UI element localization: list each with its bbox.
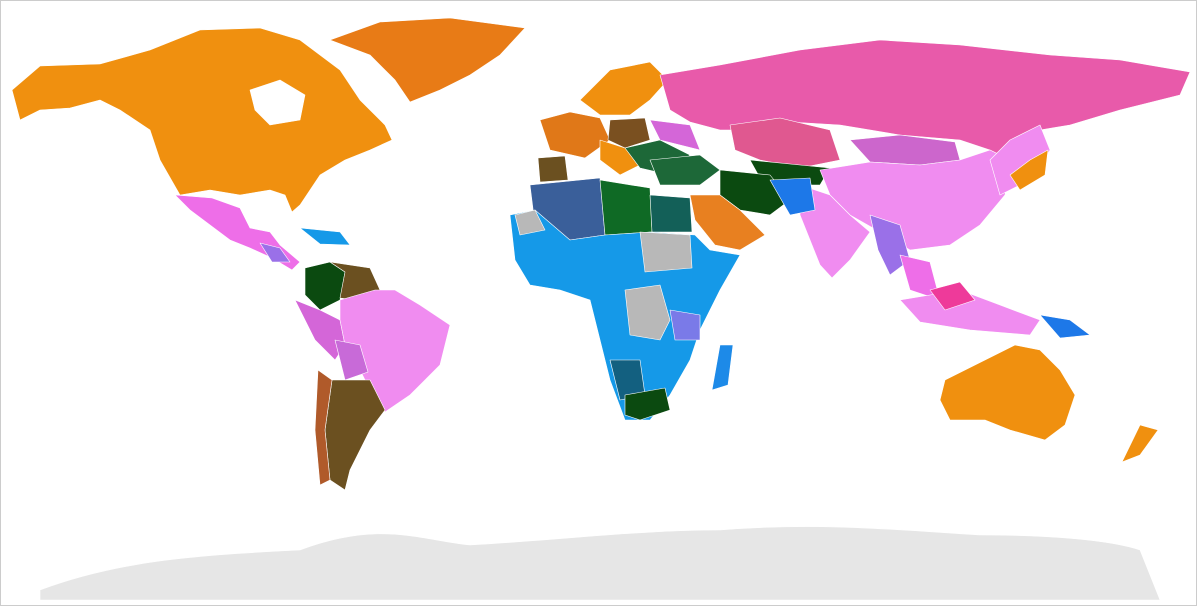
north-america (11, 27, 393, 213)
madagascar (711, 344, 734, 391)
afghanistan-pakistan (769, 177, 816, 216)
arabia (689, 194, 766, 251)
guatemala-region (259, 242, 291, 263)
india (799, 184, 871, 279)
greenland (329, 17, 526, 103)
bolivia (334, 339, 369, 381)
sudan (639, 231, 693, 273)
drc (624, 284, 671, 341)
caribbean (299, 227, 351, 246)
myanmar-thailand (869, 214, 911, 276)
kazakhstan (729, 117, 841, 169)
egypt (649, 194, 693, 233)
eastern-europe (649, 119, 701, 151)
chile (314, 369, 333, 486)
china (819, 149, 1011, 251)
italy-region (599, 139, 641, 176)
papua (1039, 314, 1091, 339)
libya (599, 179, 653, 236)
tanzania (669, 309, 701, 341)
central-europe (607, 117, 651, 149)
antarctica (39, 526, 1161, 601)
turkey (649, 154, 721, 186)
south-africa (624, 387, 671, 421)
western-sahara (514, 209, 546, 236)
korea-region (989, 124, 1051, 196)
australia (939, 344, 1076, 441)
new-zealand (1121, 424, 1159, 463)
hudson-bay (249, 79, 306, 126)
iberia (537, 155, 569, 183)
scandinavia (579, 61, 669, 116)
malaysia (929, 281, 976, 311)
japan (1009, 149, 1049, 191)
